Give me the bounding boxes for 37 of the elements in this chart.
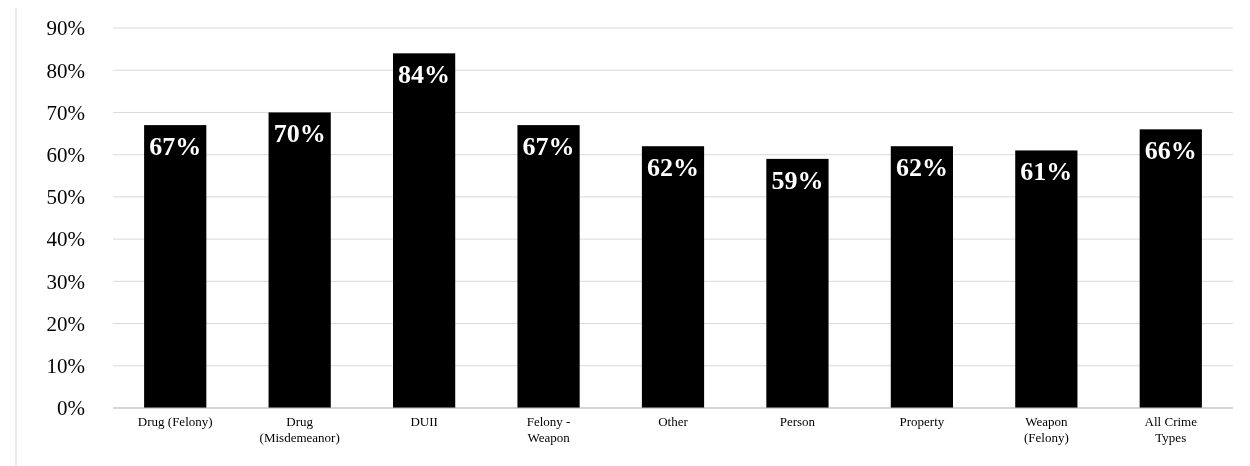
x-tick-label: Other (658, 414, 689, 429)
data-label: 66% (1144, 136, 1197, 166)
data-label: 70% (273, 119, 326, 149)
bar (641, 146, 705, 408)
y-tick-label: 70% (46, 100, 85, 125)
y-tick-label: 40% (46, 227, 85, 252)
data-label: 67% (149, 132, 202, 162)
y-tick-label: 50% (46, 185, 85, 210)
x-tick-label: Felony - Weapon (526, 414, 571, 445)
x-tick-label: Property (899, 414, 945, 429)
x-tick-label: All Crime Types (1144, 414, 1198, 445)
y-tick-label: 60% (46, 143, 85, 168)
data-label: 59% (771, 165, 824, 195)
y-tick-label: 10% (46, 354, 85, 379)
data-label: 62% (895, 153, 948, 183)
bar (890, 146, 953, 408)
y-tick-label: 30% (46, 269, 85, 294)
bar (1015, 150, 1078, 408)
bar (268, 112, 331, 408)
x-tick-label: Person (779, 414, 816, 429)
bar (144, 125, 207, 408)
bar (766, 158, 829, 408)
data-label: 62% (647, 153, 699, 183)
x-tick-label: Weapon (Felony) (1023, 414, 1069, 445)
bar (517, 125, 580, 408)
x-tick-label: Drug (Felony) (137, 414, 213, 429)
data-label: 67% (522, 132, 575, 162)
y-tick-label: 0% (57, 396, 85, 421)
y-tick-label: 20% (46, 311, 85, 336)
x-tick-label: DUII (410, 414, 438, 429)
y-tick-label: 90% (46, 16, 85, 41)
x-tick-label: Drug (Misdemeanor) (259, 414, 340, 445)
data-label: 84% (398, 60, 451, 90)
data-label: 61% (1020, 157, 1073, 187)
bar (1139, 129, 1202, 408)
y-tick-label: 80% (46, 58, 85, 83)
bar (393, 53, 456, 408)
